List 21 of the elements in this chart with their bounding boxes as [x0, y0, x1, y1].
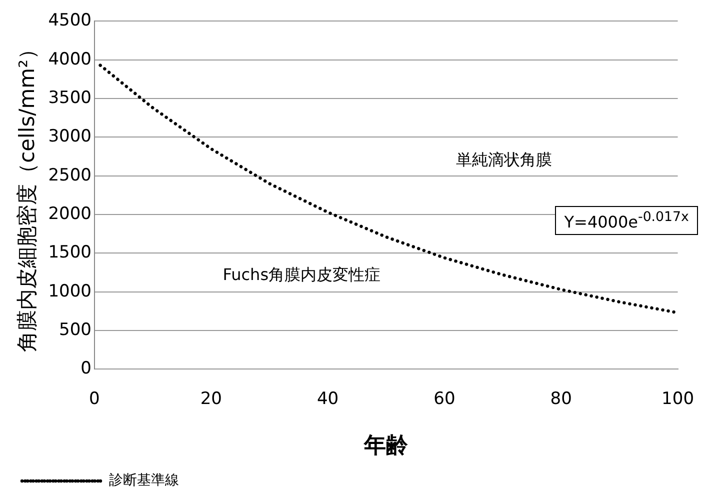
- y-tick-label: 2000: [48, 204, 92, 224]
- y-tick-label: 2500: [48, 165, 92, 186]
- y-tick-label: 1000: [48, 281, 92, 302]
- x-tick-label: 60: [434, 388, 456, 409]
- y-tick-label: 3000: [48, 126, 92, 147]
- y-tick-label: 500: [59, 320, 92, 340]
- y-tick-label: 1500: [48, 242, 92, 263]
- annotation: Y=4000e$^{-0.017x}$: [555, 206, 698, 235]
- x-tick-label: 40: [316, 388, 339, 409]
- x-tick-label: 100: [662, 388, 694, 409]
- x-axis-title: 年齢: [363, 434, 410, 459]
- y-axis-title: 角膜内皮細胞密度（cells/mm²）: [15, 38, 40, 352]
- annotation: 単純滴状角膜: [456, 150, 552, 171]
- y-tick-label: 4500: [48, 10, 92, 31]
- annotation: Fuchs角膜内皮変性症: [222, 264, 381, 286]
- y-tick-label: 4000: [48, 49, 92, 70]
- x-tick-label: 20: [200, 388, 222, 409]
- y-tick-label: 3500: [48, 88, 92, 108]
- y-tick-label: 0: [80, 358, 92, 379]
- x-tick-label: 80: [550, 388, 572, 409]
- text: 診断基準線: [109, 472, 179, 489]
